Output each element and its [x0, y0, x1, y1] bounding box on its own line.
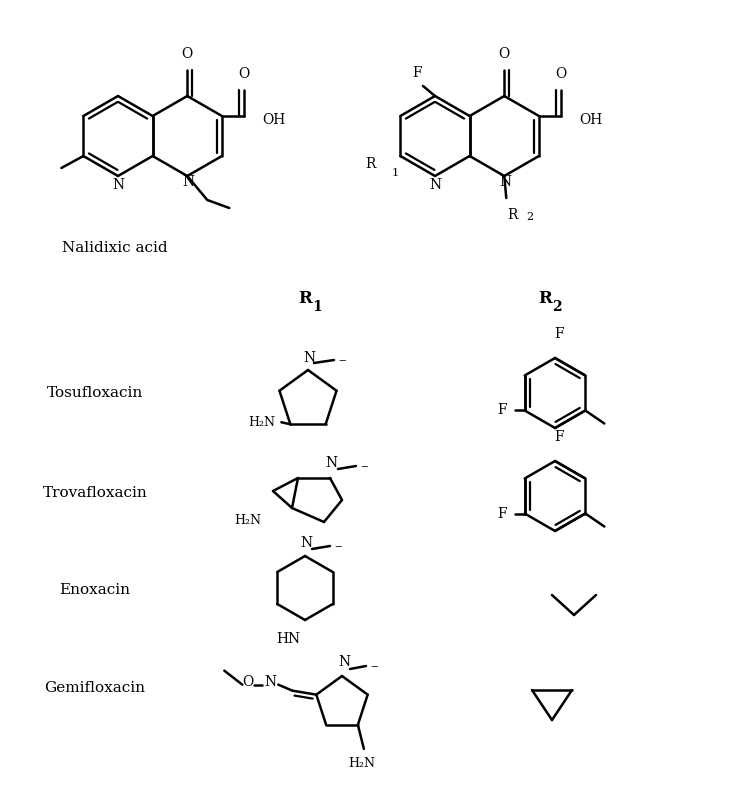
Text: Tosufloxacin: Tosufloxacin [47, 386, 143, 400]
Text: F: F [554, 430, 564, 444]
Text: N: N [325, 456, 337, 470]
Text: R: R [538, 289, 552, 306]
Text: Enoxacin: Enoxacin [59, 583, 131, 597]
Text: N: N [499, 175, 512, 189]
Text: H₂N: H₂N [234, 515, 261, 528]
Text: N: N [112, 178, 124, 192]
Text: –: – [360, 459, 368, 473]
Text: 1: 1 [312, 300, 322, 314]
Text: –: – [334, 539, 341, 553]
Text: H₂N: H₂N [349, 757, 376, 770]
Text: 2: 2 [552, 300, 561, 314]
Text: –: – [370, 659, 378, 673]
Text: F: F [497, 507, 507, 520]
Text: Gemifloxacin: Gemifloxacin [45, 681, 145, 695]
Text: HN: HN [276, 632, 300, 646]
Text: Trovafloxacin: Trovafloxacin [42, 486, 148, 500]
Text: N: N [338, 655, 350, 669]
Text: OH: OH [579, 113, 602, 127]
Text: N: N [182, 175, 194, 189]
Text: R: R [298, 289, 312, 306]
Text: F: F [497, 403, 507, 418]
Text: O: O [556, 67, 567, 81]
Text: O: O [499, 47, 510, 61]
Text: N: N [303, 351, 315, 365]
Text: OH: OH [262, 113, 285, 127]
Text: 1: 1 [391, 168, 398, 178]
Text: N: N [265, 675, 276, 688]
Text: O: O [238, 67, 249, 81]
Text: R: R [507, 208, 518, 222]
Text: H₂N: H₂N [249, 416, 276, 429]
Text: O: O [243, 675, 254, 688]
Text: F: F [554, 327, 564, 341]
Text: N: N [429, 178, 441, 192]
Text: Nalidixic acid: Nalidixic acid [62, 241, 167, 255]
Text: –: – [338, 353, 346, 367]
Text: R: R [365, 157, 375, 171]
Text: 2: 2 [526, 212, 534, 222]
Text: F: F [412, 66, 422, 80]
Text: N: N [300, 536, 312, 550]
Text: O: O [182, 47, 193, 61]
